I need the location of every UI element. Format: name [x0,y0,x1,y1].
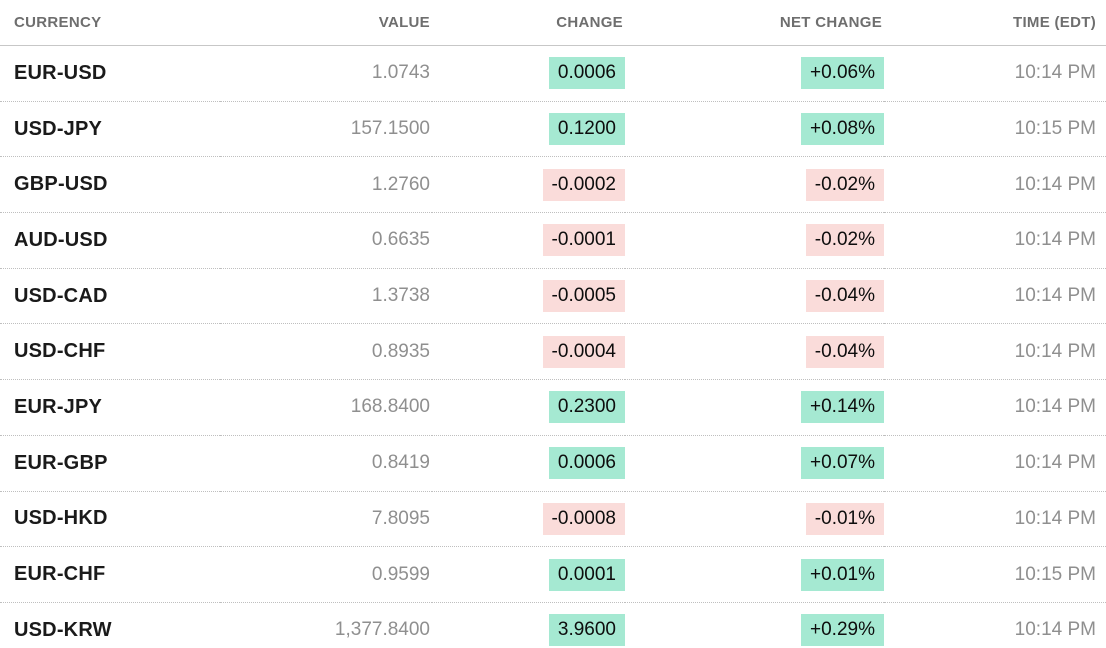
net-change-badge: -0.01% [805,502,884,535]
value-cell: 7.8095 [220,491,432,548]
time-cell: 10:14 PM [884,323,1106,381]
column-header-value: VALUE [220,0,432,46]
net-change-badge: +0.06% [801,57,884,90]
table-row: USD-CHF 0.8935 -0.0004 -0.04% 10:14 PM [0,323,1106,381]
change-badge: -0.0004 [542,335,625,368]
change-badge: 0.0001 [548,558,625,591]
time-cell: 10:14 PM [884,156,1106,214]
net-change-cell: +0.07% [625,435,884,492]
table-row: GBP-USD 1.2760 -0.0002 -0.02% 10:14 PM [0,156,1106,214]
net-change-cell: +0.06% [625,45,884,102]
column-header-currency: CURRENCY [0,0,220,46]
time-cell: 10:14 PM [884,491,1106,548]
table-row: EUR-JPY 168.8400 0.2300 +0.14% 10:14 PM [0,379,1106,436]
table-row: USD-JPY 157.1500 0.1200 +0.08% 10:15 PM [0,101,1106,158]
value-cell: 1.3738 [220,268,432,325]
table-row: USD-KRW 1,377.8400 3.9600 +0.29% 10:14 P… [0,602,1106,648]
currency-pair-link[interactable]: EUR-USD [0,45,220,102]
time-cell: 10:14 PM [884,212,1106,269]
value-cell: 0.8935 [220,323,432,381]
table-row: EUR-CHF 0.9599 0.0001 +0.01% 10:15 PM [0,546,1106,603]
value-cell: 0.9599 [220,546,432,603]
net-change-cell: +0.01% [625,546,884,603]
change-cell: -0.0002 [432,156,625,214]
value-cell: 1,377.8400 [334,619,430,641]
column-header-time: TIME (EDT) [884,0,1106,46]
time-cell: 10:14 PM [884,268,1106,325]
net-change-cell: +0.08% [625,101,884,158]
currency-pair-link[interactable]: USD-CHF [0,323,220,381]
value-cell: 1.0743 [220,45,432,102]
value-cell: 168.8400 [220,379,432,436]
time-cell: 10:14 PM [884,45,1106,102]
change-badge: -0.0005 [542,280,625,313]
change-cell: 0.0001 [432,546,625,603]
column-header-change: CHANGE [432,0,625,46]
net-change-cell: -0.02% [625,156,884,214]
column-header-net-change: NET CHANGE [625,0,884,46]
time-cell: 10:15 PM [884,101,1106,158]
net-change-cell: -0.04% [625,323,884,381]
currency-pair-link[interactable]: GBP-USD [0,156,220,214]
currency-pair-link[interactable]: EUR-CHF [0,546,220,603]
change-cell: -0.0004 [432,323,625,381]
net-change-badge: +0.08% [801,113,884,146]
currency-pair-link[interactable]: AUD-USD [0,212,220,269]
table-row: USD-HKD 7.8095 -0.0008 -0.01% 10:14 PM [0,491,1106,548]
table-body: EUR-USD 1.0743 0.0006 +0.06% 10:14 PM US… [0,45,1106,648]
change-cell: 0.0006 [432,45,625,102]
table-row: USD-CAD 1.3738 -0.0005 -0.04% 10:14 PM [0,268,1106,325]
net-change-cell: -0.02% [625,212,884,269]
table-row: AUD-USD 0.6635 -0.0001 -0.02% 10:14 PM [0,212,1106,269]
change-cell: 0.2300 [432,379,625,436]
change-badge: 0.0006 [548,447,625,480]
currency-table-header: CURRENCY VALUE CHANGE NET CHANGE TIME (E… [0,0,1106,46]
net-change-cell: -0.04% [625,268,884,325]
change-cell: -0.0008 [432,491,625,548]
net-change-badge: -0.04% [805,280,884,313]
currency-pair-link[interactable]: USD-CAD [0,268,220,325]
table-row: EUR-USD 1.0743 0.0006 +0.06% 10:14 PM [0,45,1106,102]
net-change-badge: +0.29% [801,614,884,647]
currency-pair-link[interactable]: USD-JPY [0,101,220,158]
change-badge: 0.1200 [548,113,625,146]
currency-pair-link[interactable]: USD-HKD [0,491,220,548]
currency-pair-link[interactable]: EUR-JPY [0,379,220,436]
change-cell: -0.0001 [432,212,625,269]
value-cell: 1.2760 [220,156,432,214]
header-row: CURRENCY VALUE CHANGE NET CHANGE TIME (E… [0,0,1106,46]
change-cell: 3.9600 [432,602,625,648]
net-change-badge: -0.02% [805,168,884,201]
net-change-badge: -0.04% [805,335,884,368]
net-change-badge: +0.01% [801,558,884,591]
value-cell: 157.1500 [220,101,432,158]
currency-pair-link[interactable]: EUR-GBP [0,435,220,492]
time-cell: 10:14 PM [884,379,1106,436]
change-cell: -0.0005 [432,268,625,325]
change-badge: -0.0001 [542,224,625,257]
net-change-cell: +0.14% [625,379,884,436]
change-badge: 3.9600 [548,614,625,647]
change-badge: 0.0006 [548,57,625,90]
change-cell: 0.1200 [432,101,625,158]
value-cell: 0.6635 [220,212,432,269]
change-badge: -0.0002 [542,168,625,201]
time-cell: 10:14 PM [1014,619,1096,641]
net-change-badge: -0.02% [805,224,884,257]
change-cell: 0.0006 [432,435,625,492]
value-cell: 0.8419 [220,435,432,492]
currency-pair-link[interactable]: USD-KRW [14,618,112,641]
change-badge: -0.0008 [542,502,625,535]
net-change-cell: +0.29% [625,602,884,648]
net-change-cell: -0.01% [625,491,884,548]
time-cell: 10:14 PM [884,435,1106,492]
net-change-badge: +0.07% [801,447,884,480]
time-cell: 10:15 PM [884,546,1106,603]
table-row: EUR-GBP 0.8419 0.0006 +0.07% 10:14 PM [0,435,1106,492]
net-change-badge: +0.14% [801,391,884,424]
change-badge: 0.2300 [548,391,625,424]
